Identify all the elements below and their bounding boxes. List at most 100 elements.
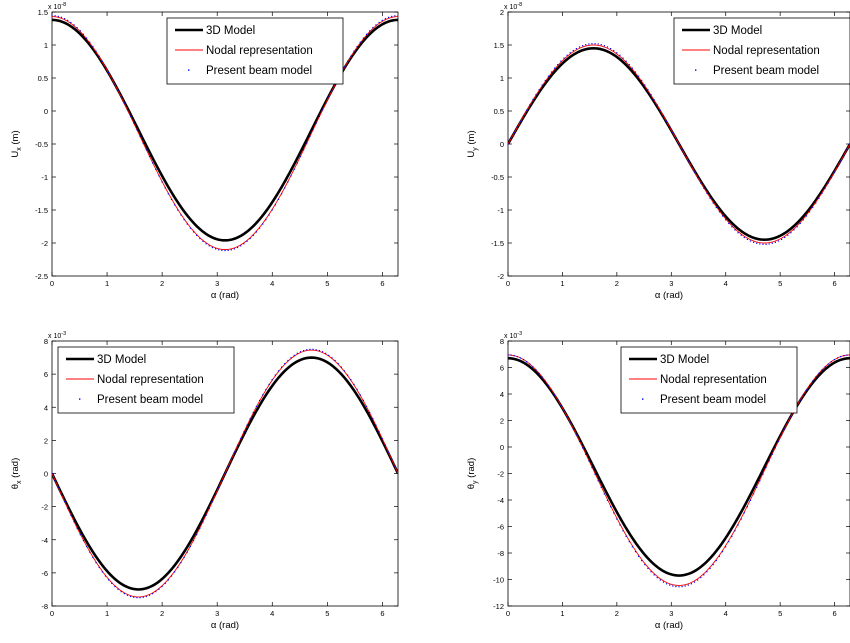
data-point <box>603 45 605 47</box>
data-point <box>86 37 88 39</box>
data-point <box>519 357 522 359</box>
data-point <box>262 223 264 225</box>
legend-item: Present beam model <box>188 65 312 77</box>
y-tick-label: -2.5 <box>35 272 48 281</box>
data-point <box>123 593 125 595</box>
x-axis-label: α (rad) <box>211 620 239 631</box>
data-point <box>631 546 633 548</box>
data-point <box>746 238 748 241</box>
data-point <box>312 129 314 131</box>
data-point <box>669 126 671 128</box>
data-point <box>697 177 699 179</box>
data-point <box>312 348 314 350</box>
data-point <box>196 234 198 237</box>
data-point <box>821 369 823 371</box>
legend-item: 3D Model <box>629 354 709 366</box>
data-point <box>721 551 724 553</box>
legend-item: Nodal representation <box>66 374 204 386</box>
data-point <box>700 182 702 184</box>
data-point <box>170 575 173 577</box>
y-tick-label: -2 <box>497 272 504 281</box>
y-tick-label: -2 <box>497 470 504 479</box>
y-label-unit: (m) <box>466 130 477 147</box>
y-tick-label: 0 <box>44 107 48 116</box>
data-point <box>672 585 674 587</box>
data-point <box>70 514 72 516</box>
data-point <box>120 591 122 593</box>
data-point <box>331 357 333 359</box>
data-point <box>274 204 276 206</box>
data-point <box>224 472 226 475</box>
legend-item: 3D Model <box>66 354 146 366</box>
x-tick-label: 6 <box>832 279 836 288</box>
legend-item: 3D Model <box>175 25 255 37</box>
data-point <box>787 422 789 424</box>
data-point <box>781 434 783 436</box>
data-point <box>582 447 584 449</box>
data-point <box>715 206 717 209</box>
data-point <box>687 584 689 586</box>
data-point <box>387 16 390 18</box>
x-tick-label: 6 <box>832 609 836 618</box>
data-point <box>606 499 609 501</box>
data-point <box>397 472 398 475</box>
data-point <box>753 493 755 495</box>
exponent-base: x 10 <box>504 333 517 340</box>
data-point <box>843 355 845 357</box>
data-point <box>359 41 361 43</box>
data-point <box>218 487 220 489</box>
data-point <box>196 533 198 536</box>
data-point <box>268 214 270 216</box>
exponent-power: -3 <box>61 331 66 337</box>
data-point <box>653 574 655 576</box>
data-point <box>321 109 324 111</box>
data-point <box>731 535 733 537</box>
y-tick-label: 8 <box>44 337 48 346</box>
data-point <box>325 102 327 104</box>
data-point <box>240 245 242 247</box>
data-point <box>218 249 220 251</box>
data-point <box>591 466 593 469</box>
data-point <box>167 579 169 581</box>
data-point <box>76 27 78 29</box>
x-tick-label: 5 <box>325 279 329 288</box>
data-point <box>174 204 176 206</box>
y-tick-label: 2 <box>44 436 48 445</box>
data-point <box>547 75 550 77</box>
data-point <box>815 376 817 378</box>
data-point <box>252 411 254 414</box>
legend-marker-dot <box>79 398 81 400</box>
data-point <box>634 551 637 553</box>
data-point <box>89 551 91 553</box>
data-point <box>205 243 207 245</box>
y-tick-label: -6 <box>41 569 48 578</box>
x-axis-label: α (rad) <box>211 290 239 301</box>
y-tick-label: -2 <box>41 239 48 248</box>
x-tick-label: 4 <box>270 279 274 288</box>
data-point <box>781 238 783 241</box>
y-tick-label: 1.5 <box>494 41 504 50</box>
data-point <box>544 79 546 82</box>
data-point <box>799 222 801 225</box>
data-point <box>575 47 577 50</box>
legend-label: Nodal representation <box>660 374 767 386</box>
y-tick-label: -12 <box>493 602 504 611</box>
data-point <box>637 555 640 557</box>
subplot-1: 0 1 2 3 4 5 6 -2.5 -2 -1.5 -1 -0.5 0 0.5 1 1.5x 10-8 α (… <box>10 2 399 301</box>
data-point <box>529 363 531 365</box>
data-point <box>164 187 166 189</box>
data-point <box>221 479 223 482</box>
data-point <box>104 66 107 68</box>
data-point <box>76 527 78 529</box>
y-tick-label: -0.5 <box>35 140 48 149</box>
data-point <box>268 383 270 386</box>
data-point <box>796 226 798 228</box>
subplot-3: 0 1 2 3 4 5 6 -8 -6 -4 -2 0 2 4 6 8x 10-3 α (rad) θx (rad… <box>10 331 399 631</box>
data-point <box>665 120 668 122</box>
data-point <box>70 21 72 24</box>
y-tick-label: -8 <box>497 549 504 558</box>
data-point <box>709 567 711 569</box>
data-point <box>641 560 643 562</box>
data-point <box>255 405 258 407</box>
data-point <box>126 594 129 596</box>
